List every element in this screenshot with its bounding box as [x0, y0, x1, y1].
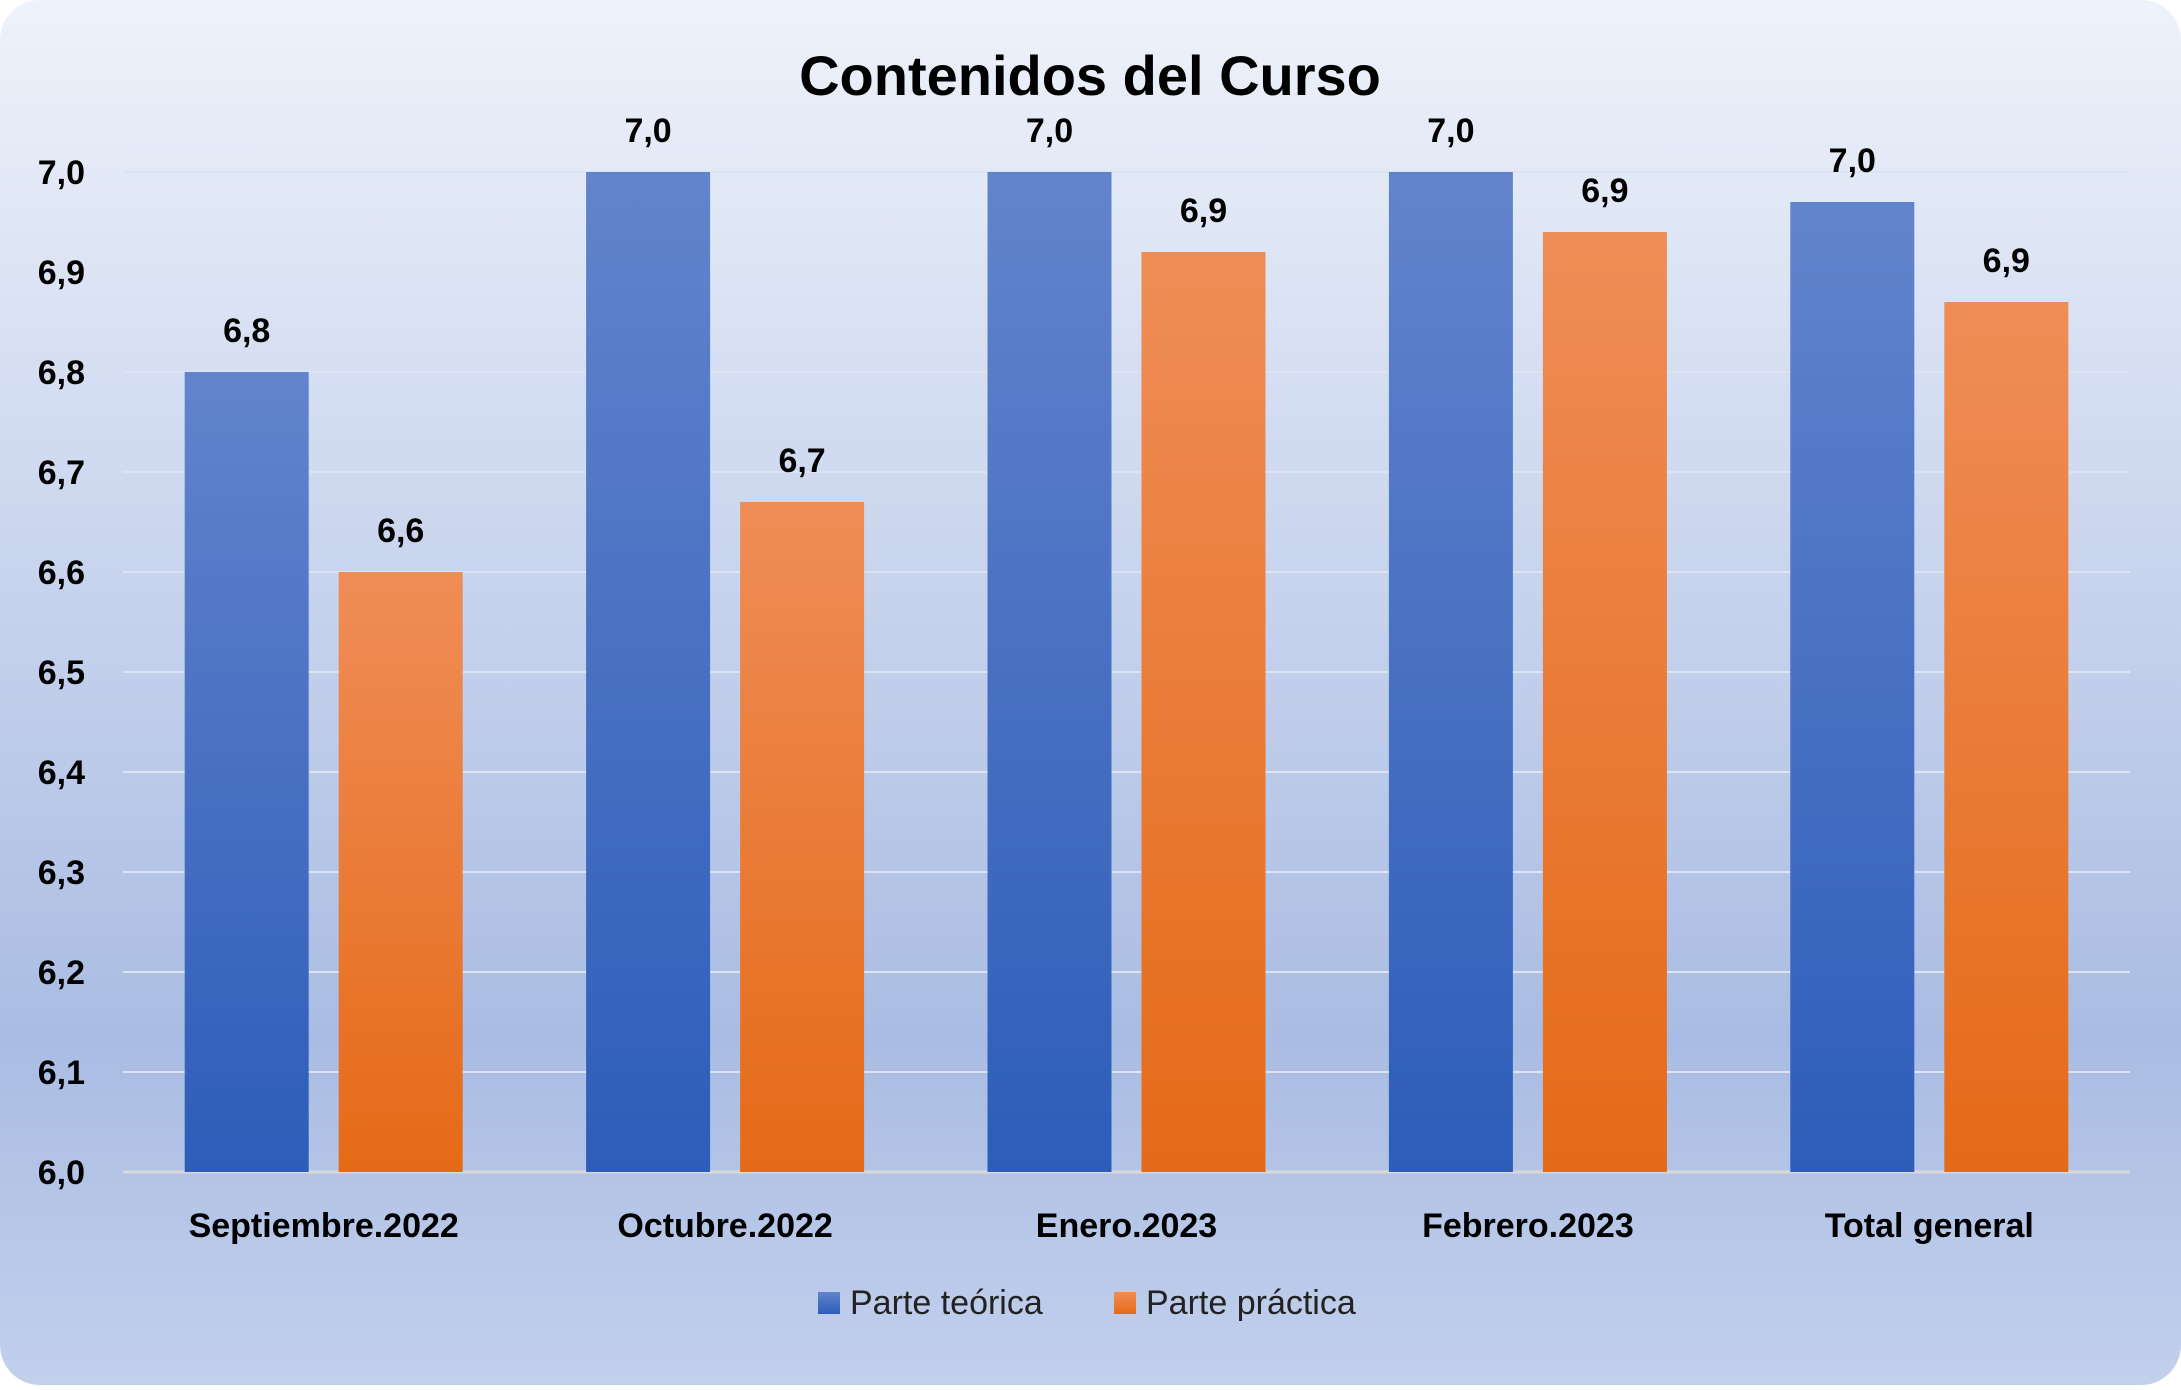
y-tick-label: 7,0 — [38, 154, 85, 192]
bar-parte-practica — [1542, 232, 1667, 1172]
legend: Parte teórica Parte práctica — [818, 1284, 1356, 1322]
y-tick-label: 6,7 — [38, 454, 85, 492]
x-category-label: Total general — [1825, 1207, 2034, 1245]
bar-parte-teorica — [586, 172, 711, 1172]
y-tick-label: 6,0 — [38, 1154, 85, 1192]
data-label: 7,0 — [1427, 112, 1474, 150]
x-category-label: Febrero.2023 — [1422, 1207, 1634, 1245]
x-category-label: Septiembre.2022 — [189, 1207, 459, 1245]
data-label: 7,0 — [1829, 142, 1876, 180]
y-tick-label: 6,6 — [38, 554, 85, 592]
bar-parte-practica — [338, 572, 463, 1172]
x-category-label: Octubre.2022 — [617, 1207, 832, 1245]
data-label: 6,9 — [1180, 192, 1227, 230]
data-label: 6,9 — [1983, 242, 2030, 280]
y-tick-label: 6,1 — [38, 1054, 85, 1092]
bar-parte-practica — [1944, 302, 2069, 1172]
data-label: 7,0 — [1026, 112, 1073, 150]
y-tick-label: 6,3 — [38, 854, 85, 892]
data-label: 7,0 — [624, 112, 671, 150]
legend-swatch — [1114, 1292, 1136, 1314]
bar-parte-practica — [740, 502, 865, 1172]
y-tick-label: 6,9 — [38, 254, 85, 292]
data-labels: 6,8 6,6 7,0 6,7 7,0 6,9 7,0 6,9 7,0 6,9 — [223, 112, 2030, 550]
y-tick-label: 6,2 — [38, 954, 85, 992]
bar-parte-teorica — [987, 172, 1112, 1172]
bar-parte-teorica — [1388, 172, 1513, 1172]
legend-label: Parte teórica — [850, 1284, 1043, 1322]
y-axis-tick-labels: 6,0 6,1 6,2 6,3 6,4 6,5 6,6 6,7 6,8 6,9 7,0 — [38, 154, 85, 1192]
data-label: 6,9 — [1581, 172, 1628, 210]
legend-label: Parte práctica — [1146, 1284, 1356, 1322]
data-label: 6,6 — [377, 512, 424, 550]
legend-swatch — [818, 1292, 840, 1314]
data-label: 6,7 — [778, 442, 825, 480]
bars — [184, 172, 2069, 1172]
y-tick-label: 6,5 — [38, 654, 85, 692]
bar-parte-practica — [1141, 252, 1266, 1172]
chart-title: Contenidos del Curso — [799, 44, 1381, 107]
data-label: 6,8 — [223, 312, 270, 350]
x-category-label: Enero.2023 — [1036, 1207, 1217, 1245]
y-tick-label: 6,4 — [38, 754, 85, 792]
y-tick-label: 6,8 — [38, 354, 85, 392]
bar-parte-teorica — [1790, 202, 1915, 1172]
bar-parte-teorica — [184, 372, 309, 1172]
x-axis-category-labels: Septiembre.2022 Octubre.2022 Enero.2023 Feb… — [189, 1207, 2034, 1245]
